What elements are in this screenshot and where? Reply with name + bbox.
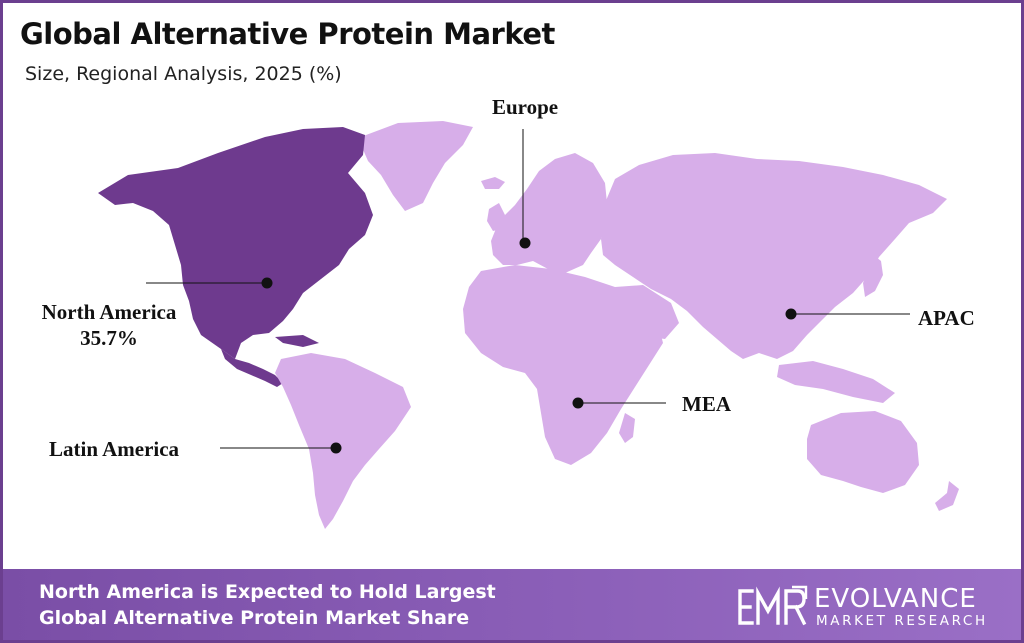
central-america-shape [221, 349, 283, 387]
apac-label: APAC [918, 306, 975, 330]
world-map [98, 121, 959, 529]
brand-logo: EVOLVANCE MARKET RESEARCH [736, 583, 1006, 633]
greenland-shape [358, 121, 473, 211]
british-isles-shape [487, 203, 505, 231]
europe-shape [491, 153, 607, 273]
iceland-shape [481, 177, 505, 189]
mea-marker [572, 397, 584, 409]
footer-line-1: North America is Expected to Hold Larges… [39, 581, 496, 603]
north-america-label: North America [41, 300, 177, 324]
madagascar-shape [619, 413, 635, 443]
brand-name: EVOLVANCE [814, 584, 977, 614]
africa-shape [463, 265, 663, 465]
australia-shape [807, 411, 919, 493]
latin-america-label: Latin America [49, 437, 180, 461]
south-america-shape [275, 353, 411, 529]
brand-tagline: MARKET RESEARCH [816, 613, 988, 629]
footer-message: North America is Expected to Hold Larges… [39, 579, 496, 631]
new-zealand-shape [935, 481, 959, 511]
footer-line-2: Global Alternative Protein Market Share [39, 607, 470, 629]
asia-shape [601, 153, 947, 359]
japan-shape [863, 253, 883, 297]
page-subtitle: Size, Regional Analysis, 2025 (%) [25, 63, 342, 85]
page-title: Global Alternative Protein Market [20, 17, 555, 51]
north-america-label-group: North America 35.7% [28, 299, 190, 351]
mea-label: MEA [682, 392, 731, 416]
se-asia-islands-shape [777, 361, 895, 403]
europe-label: Europe [492, 95, 559, 119]
north-america-share: 35.7% [80, 326, 138, 350]
europe-marker [519, 237, 531, 249]
emr-logo-icon [738, 585, 808, 626]
latin-america-marker [330, 442, 342, 454]
arabia-shape [615, 285, 679, 339]
north-america-shape [98, 127, 373, 359]
north-america-marker [261, 277, 273, 289]
footer-banner: North America is Expected to Hold Larges… [3, 569, 1021, 640]
caribbean-shape [275, 335, 319, 347]
apac-marker [785, 308, 797, 320]
